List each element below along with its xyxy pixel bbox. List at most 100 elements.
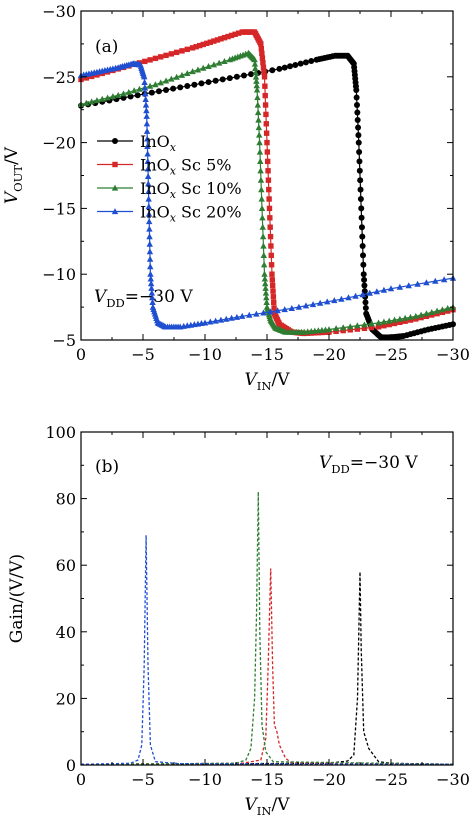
data-point [143,127,151,134]
data-point [258,195,265,202]
data-point [144,173,152,180]
data-point [189,68,196,75]
data-point [207,318,214,325]
y-axis-label: Gain/(V/V) [7,554,27,643]
data-point [214,37,221,43]
data-point [143,120,151,127]
data-point [212,317,219,324]
data-point [269,282,276,289]
data-point [88,73,95,80]
y-tick-label: 40 [56,623,76,642]
data-point [146,255,154,262]
x-tick-label: −30 [436,345,470,364]
data-point [223,315,230,322]
x-tick-label: −20 [312,345,346,364]
data-point [360,271,367,278]
data-point [407,313,414,320]
data-point [357,186,364,193]
data-point [258,186,265,193]
data-point [104,94,111,101]
data-point [228,314,235,321]
data-point [248,71,255,78]
data-point [210,61,218,68]
data-point [268,252,274,259]
data-point [263,299,270,305]
data-point [255,116,262,123]
data-point [333,328,339,335]
data-point [145,203,153,210]
data-point [233,313,241,320]
data-point [158,54,164,60]
data-point [357,196,364,202]
data-point [261,275,269,282]
data-point [339,324,347,331]
data-point [359,291,366,298]
x-tick-label: 0 [76,770,86,789]
data-point [194,66,202,73]
series-line-0 [80,571,454,765]
data-point [226,75,233,82]
data-point [354,109,361,116]
data-point [309,301,317,308]
data-point [189,45,196,51]
data-point [260,64,267,71]
data-point [263,111,269,118]
data-point [198,80,205,87]
data-point [354,326,361,332]
data-point [261,69,267,75]
data-point [397,319,403,326]
data-point [402,318,408,324]
data-point [439,309,446,316]
data-point [428,308,435,315]
data-point [200,64,207,71]
data-point [281,306,288,313]
data-point [178,71,186,78]
data-point [347,323,354,330]
x-tick-label: −10 [188,770,222,789]
data-point [225,33,231,40]
data-point [375,319,382,326]
y-tick-label: −5 [52,331,76,350]
data-point [326,329,332,335]
data-point [380,318,388,325]
data-point [266,205,273,212]
data-point [338,295,345,302]
data-point [262,83,268,89]
data-point [191,81,198,88]
data-point [145,188,152,195]
data-point [413,316,419,322]
data-point [211,38,217,44]
data-point [423,279,430,286]
data-point [179,48,185,54]
data-point [146,82,154,89]
data-point [196,42,203,49]
data-point [347,327,353,333]
data-point [407,317,414,323]
y-tick-label: −30 [42,2,76,21]
data-point [380,286,388,293]
x-tick-label: −20 [312,770,346,789]
data-point [324,298,331,305]
data-point [332,325,340,332]
data-point [254,94,261,101]
y-tick-label: 80 [56,490,76,509]
data-point [295,303,303,310]
legend-swatch-marker [112,161,118,168]
x-tick-label: −15 [250,345,284,364]
data-point [253,82,260,89]
data-point [292,61,299,68]
data-point [149,294,156,301]
data-point [99,95,106,102]
data-point [144,158,151,164]
data-point [204,40,210,47]
data-point [253,310,260,317]
data-point [264,139,270,146]
data-point [205,63,212,70]
data-point [368,324,375,331]
data-point [147,280,155,287]
data-point [219,76,226,83]
vdd-annotation: VDD=−30 V [319,453,418,476]
data-point [218,36,224,42]
data-point [268,243,274,249]
